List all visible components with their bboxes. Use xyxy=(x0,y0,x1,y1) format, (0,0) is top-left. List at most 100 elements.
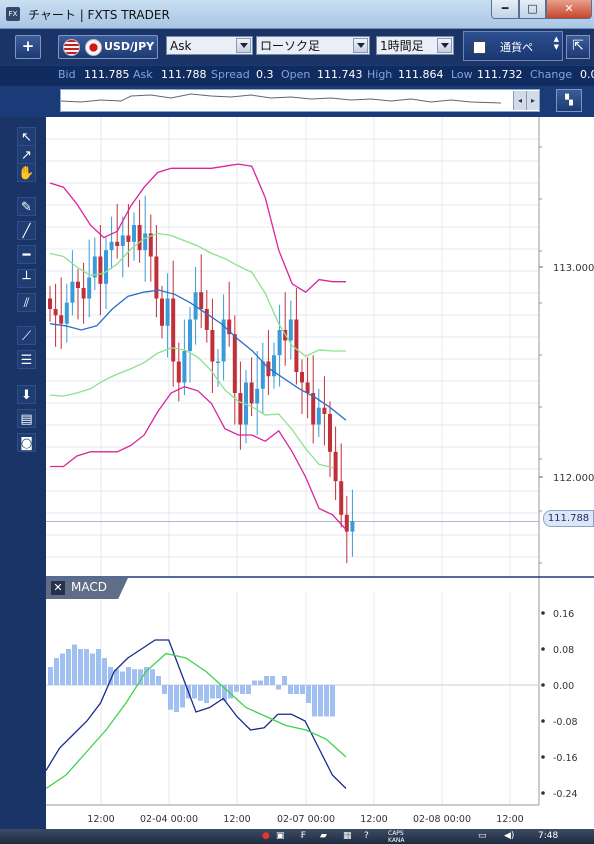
kana-text: KANA xyxy=(388,837,405,844)
price-chart[interactable]: 113.000 112.000 12:00 02-04 00:00 12:00 02-07… xyxy=(45,117,594,829)
fan-icon[interactable]: ⟋ xyxy=(17,326,36,345)
maximize-button[interactable]: □ xyxy=(519,0,546,19)
candle-body xyxy=(120,235,125,246)
folder-icon[interactable]: ▰ xyxy=(320,831,327,841)
change-label: Change xyxy=(530,68,573,81)
channel-icon[interactable]: ⫽ xyxy=(17,293,36,312)
macd-tick-label: -0.16 xyxy=(553,753,578,764)
currency-pair-button[interactable]: USD/JPY xyxy=(58,35,158,59)
macd-histogram-bar xyxy=(300,685,305,694)
camera-icon[interactable]: ◙ xyxy=(17,433,36,452)
minimize-button[interactable]: ━ xyxy=(491,0,519,19)
candle-body xyxy=(272,355,276,377)
candle-body xyxy=(148,233,153,257)
macd-histogram-bar xyxy=(78,649,83,685)
macd-histogram-bar xyxy=(150,669,155,685)
overview-sparkline xyxy=(60,93,502,104)
candle-body xyxy=(244,382,248,425)
window-titlebar: FX チャート | FXTS TRADER ━ □ ✕ xyxy=(0,0,594,29)
candle-body xyxy=(333,451,338,482)
vertical-line-icon[interactable]: ┴ xyxy=(17,269,36,288)
candle-body xyxy=(64,302,69,324)
volume-icon[interactable]: ◀) xyxy=(504,831,515,841)
horizontal-line-icon[interactable]: ━ xyxy=(17,245,36,264)
candle-body xyxy=(171,298,176,362)
timeframe-select[interactable]: 1時間足 xyxy=(376,36,454,55)
high-value: 111.864 xyxy=(398,68,444,81)
currency-list-button[interactable]: 通貨ペ ▲ ▼ xyxy=(463,31,563,61)
time-tick-label: 12:00 xyxy=(496,814,523,825)
candle-body xyxy=(316,407,321,425)
candle-body xyxy=(288,319,293,341)
open-label: Open xyxy=(281,68,311,81)
fibonacci-icon[interactable]: ☰ xyxy=(17,350,36,369)
time-tick-label: 12:00 xyxy=(223,814,250,825)
list-icon[interactable]: ▤ xyxy=(17,409,36,428)
macd-histogram-bar xyxy=(324,685,329,717)
candle-body xyxy=(238,393,243,425)
box-icon[interactable]: ▦ xyxy=(343,831,352,841)
overview-left-button[interactable]: ◂ xyxy=(513,91,526,110)
trendline-icon[interactable]: ╱ xyxy=(17,221,36,240)
close-button[interactable]: ✕ xyxy=(546,0,592,19)
clock: 7:48 xyxy=(538,831,559,841)
monitor-icon[interactable]: ▭ xyxy=(478,831,487,841)
macd-histogram-bar xyxy=(270,676,275,685)
candle-body xyxy=(143,233,148,251)
pointer-icon[interactable]: ↖ xyxy=(17,127,36,146)
candle-body xyxy=(294,319,299,372)
chart-type-select[interactable]: ローソク足 xyxy=(256,36,370,55)
overview-right-button[interactable]: ▸ xyxy=(526,91,539,110)
chart-panel[interactable]: 113.000 112.000 12:00 02-04 00:00 12:00 02-07… xyxy=(45,117,594,829)
down-arrow-icon[interactable]: ⬇ xyxy=(17,385,36,404)
moving-average-line xyxy=(49,289,347,421)
change-value: 0.0 xyxy=(580,68,594,81)
candle-body xyxy=(182,351,187,383)
caps-indicator: CAPS KANA xyxy=(388,830,405,844)
overview-navigator[interactable]: ◂ ▸ xyxy=(60,89,540,112)
candle-body xyxy=(87,277,92,299)
collapse-icon[interactable]: ⇱ xyxy=(566,35,590,59)
network-icon[interactable]: ▣ xyxy=(276,831,285,841)
chevron-down-icon xyxy=(353,38,368,53)
spread-value: 0.3 xyxy=(256,68,274,81)
macd-histogram-bar xyxy=(66,649,71,685)
open-value: 111.743 xyxy=(317,68,363,81)
timeframe-value: 1時間足 xyxy=(380,39,424,53)
fx-tray-icon[interactable]: ₣ xyxy=(300,831,306,841)
candle-body xyxy=(305,382,310,393)
jp-flag-icon xyxy=(85,39,102,56)
alert-icon[interactable]: ● xyxy=(262,831,270,841)
macd-histogram-bar xyxy=(48,667,53,685)
hand-icon[interactable]: ✋ xyxy=(17,163,36,182)
candle-body xyxy=(255,388,260,404)
candle-body xyxy=(132,225,136,242)
add-chart-button[interactable]: + xyxy=(15,35,41,59)
macd-tick-label: -0.24 xyxy=(553,789,578,800)
macd-histogram-bar xyxy=(288,685,293,694)
chart-toolbar: + USD/JPY Ask ローソク足 1時間足 通貨ペ ▲ ▼ ⇱ xyxy=(0,29,594,65)
lock-icon[interactable]: ▚ xyxy=(556,89,582,112)
draw-pen-icon[interactable]: ✎ xyxy=(17,197,36,216)
macd-histogram-bar xyxy=(246,685,251,694)
macd-histogram-bar xyxy=(258,680,263,685)
macd-line xyxy=(45,639,347,789)
ask-label: Ask xyxy=(133,68,153,81)
macd-histogram-bar xyxy=(180,685,185,708)
macd-histogram-bar xyxy=(138,669,143,685)
candle-body xyxy=(115,241,120,246)
macd-histogram-bar xyxy=(330,685,335,717)
currency-pair-label: USD/JPY xyxy=(104,40,155,53)
candle-body xyxy=(126,235,131,242)
candle-body xyxy=(59,315,64,324)
help-icon[interactable]: ? xyxy=(364,831,369,841)
candle-body xyxy=(53,309,58,316)
macd-histogram-bar xyxy=(198,685,203,701)
ask-value: 111.788 xyxy=(161,68,207,81)
macd-tick-dot xyxy=(541,755,545,759)
price-type-select[interactable]: Ask xyxy=(166,36,253,55)
crosshair-pointer-icon[interactable]: ↗ xyxy=(17,145,36,164)
macd-close-icon[interactable]: ✕ xyxy=(51,581,65,595)
macd-histogram-bar xyxy=(132,669,137,685)
currency-checkbox[interactable] xyxy=(473,41,486,54)
